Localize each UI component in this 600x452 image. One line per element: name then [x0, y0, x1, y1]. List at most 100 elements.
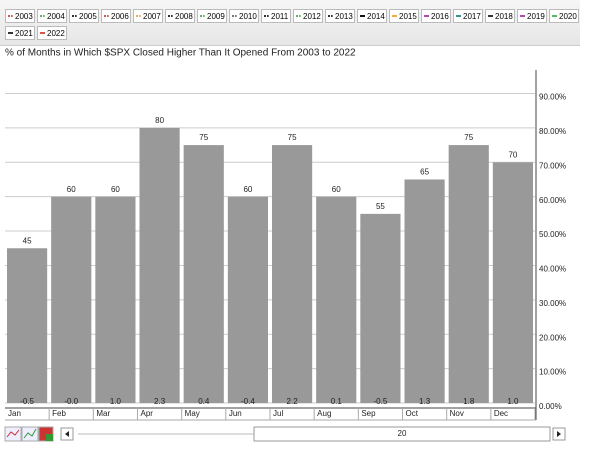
- legend-swatch: [72, 15, 77, 17]
- x-tick-label: Jun: [229, 409, 242, 418]
- legend-item[interactable]: 2017: [453, 9, 483, 23]
- legend-item[interactable]: 2005: [69, 9, 99, 23]
- value-label: 75: [288, 133, 297, 142]
- avg-change-label: 0.4: [198, 397, 210, 406]
- legend-label: 2010: [239, 11, 257, 21]
- legend-item[interactable]: 2022: [37, 26, 67, 40]
- value-label: 55: [376, 202, 385, 211]
- avg-change-label: -0.0: [64, 397, 78, 406]
- y-tick-label: 80.00%: [539, 127, 566, 136]
- avg-change-label: 0.1: [331, 397, 343, 406]
- legend-item[interactable]: 2015: [389, 9, 419, 23]
- x-tick-label: Jan: [8, 409, 21, 418]
- legend-label: 2007: [143, 11, 161, 21]
- x-tick-label: Oct: [406, 409, 419, 418]
- toolbar: 20: [4, 426, 566, 442]
- legend-swatch: [200, 15, 205, 17]
- legend-label: 2006: [111, 11, 129, 21]
- value-label: 75: [199, 133, 208, 142]
- arrow: [557, 431, 561, 437]
- scroll-label: 20: [398, 429, 407, 438]
- avg-change-label: 2.3: [154, 397, 166, 406]
- bar: [51, 196, 92, 403]
- y-tick-label: 90.00%: [539, 93, 566, 102]
- legend-label: 2015: [399, 11, 417, 21]
- avg-change-label: 2.2: [287, 397, 299, 406]
- y-tick-label: 70.00%: [539, 161, 566, 170]
- legend-label: 2020: [559, 11, 577, 21]
- value-label: 60: [111, 185, 120, 194]
- value-label: 75: [464, 133, 473, 142]
- legend-label: 2019: [527, 11, 545, 21]
- icon: [23, 428, 37, 439]
- legend-label: 2008: [175, 11, 193, 21]
- bar: [272, 145, 313, 403]
- legend-swatch: [392, 15, 397, 17]
- legend-label: 2018: [495, 11, 513, 21]
- legend-item[interactable]: 2003: [5, 9, 35, 23]
- avg-change-label: -0.5: [20, 397, 34, 406]
- legend-item[interactable]: 2004: [37, 9, 67, 23]
- avg-change-label: 1.8: [463, 397, 475, 406]
- legend-swatch: [264, 15, 269, 17]
- x-tick-label: Apr: [141, 409, 154, 418]
- legend-swatch: [104, 15, 109, 17]
- legend-item[interactable]: 2019: [517, 9, 547, 23]
- legend-item[interactable]: 2011: [261, 9, 291, 23]
- legend-item[interactable]: 2006: [101, 9, 131, 23]
- legend-label: 2014: [367, 11, 385, 21]
- legend-swatch: [328, 15, 333, 17]
- x-tick-label: May: [185, 409, 200, 418]
- legend-item[interactable]: 2007: [133, 9, 163, 23]
- legend-item[interactable]: 2008: [165, 9, 195, 23]
- legend-label: 2009: [207, 11, 225, 21]
- x-tick-label: Nov: [450, 409, 464, 418]
- legend-item[interactable]: 2009: [197, 9, 227, 23]
- legend-item[interactable]: 2014: [357, 9, 387, 23]
- legend-item[interactable]: 2010: [229, 9, 259, 23]
- legend-swatch: [360, 15, 365, 17]
- value-label: 70: [508, 150, 517, 159]
- value-label: 60: [332, 185, 341, 194]
- legend-item[interactable]: 2016: [421, 9, 451, 23]
- x-tick-label: Dec: [494, 409, 508, 418]
- legend-label: 2011: [271, 11, 289, 21]
- scroll-thumb[interactable]: [253, 426, 551, 442]
- y-tick-label: 30.00%: [539, 299, 566, 308]
- icon: [46, 434, 53, 441]
- legend-item[interactable]: 2021: [5, 26, 35, 40]
- bar: [139, 127, 180, 404]
- legend-swatch: [8, 15, 13, 17]
- legend-swatch: [232, 15, 237, 17]
- legend-label: 2016: [431, 11, 449, 21]
- legend-swatch: [136, 15, 141, 17]
- legend-label: 2003: [15, 11, 33, 21]
- y-tick-label: 50.00%: [539, 230, 566, 239]
- legend-label: 2005: [79, 11, 97, 21]
- y-tick-label: 10.00%: [539, 368, 566, 377]
- value-label: 80: [155, 116, 164, 125]
- legend-item[interactable]: 2013: [325, 9, 355, 23]
- arrow: [65, 431, 69, 437]
- y-tick-label: 40.00%: [539, 265, 566, 274]
- bar: [227, 196, 268, 403]
- avg-change-label: 1.0: [110, 397, 122, 406]
- legend-label: 2012: [303, 11, 321, 21]
- x-tick-label: Feb: [52, 409, 66, 418]
- legend-swatch: [424, 15, 429, 17]
- legend-item[interactable]: 2020: [549, 9, 579, 23]
- legend-label: 2004: [47, 11, 65, 21]
- legend-swatch: [8, 32, 13, 34]
- value-label: 45: [23, 236, 32, 245]
- value-label: 60: [67, 185, 76, 194]
- legend-item[interactable]: 2018: [485, 9, 515, 23]
- value-label: 65: [420, 168, 429, 177]
- legend: 2003 2004 2005 2006 2007 2008 2009 2010 2011 2012…: [0, 0, 580, 46]
- legend-item[interactable]: 2012: [293, 9, 323, 23]
- x-tick-label: Jul: [273, 409, 283, 418]
- legend-label: 2022: [47, 28, 65, 38]
- bar: [404, 179, 445, 403]
- x-tick-label: Aug: [317, 409, 331, 418]
- value-label: 60: [243, 185, 252, 194]
- bar: [7, 248, 48, 403]
